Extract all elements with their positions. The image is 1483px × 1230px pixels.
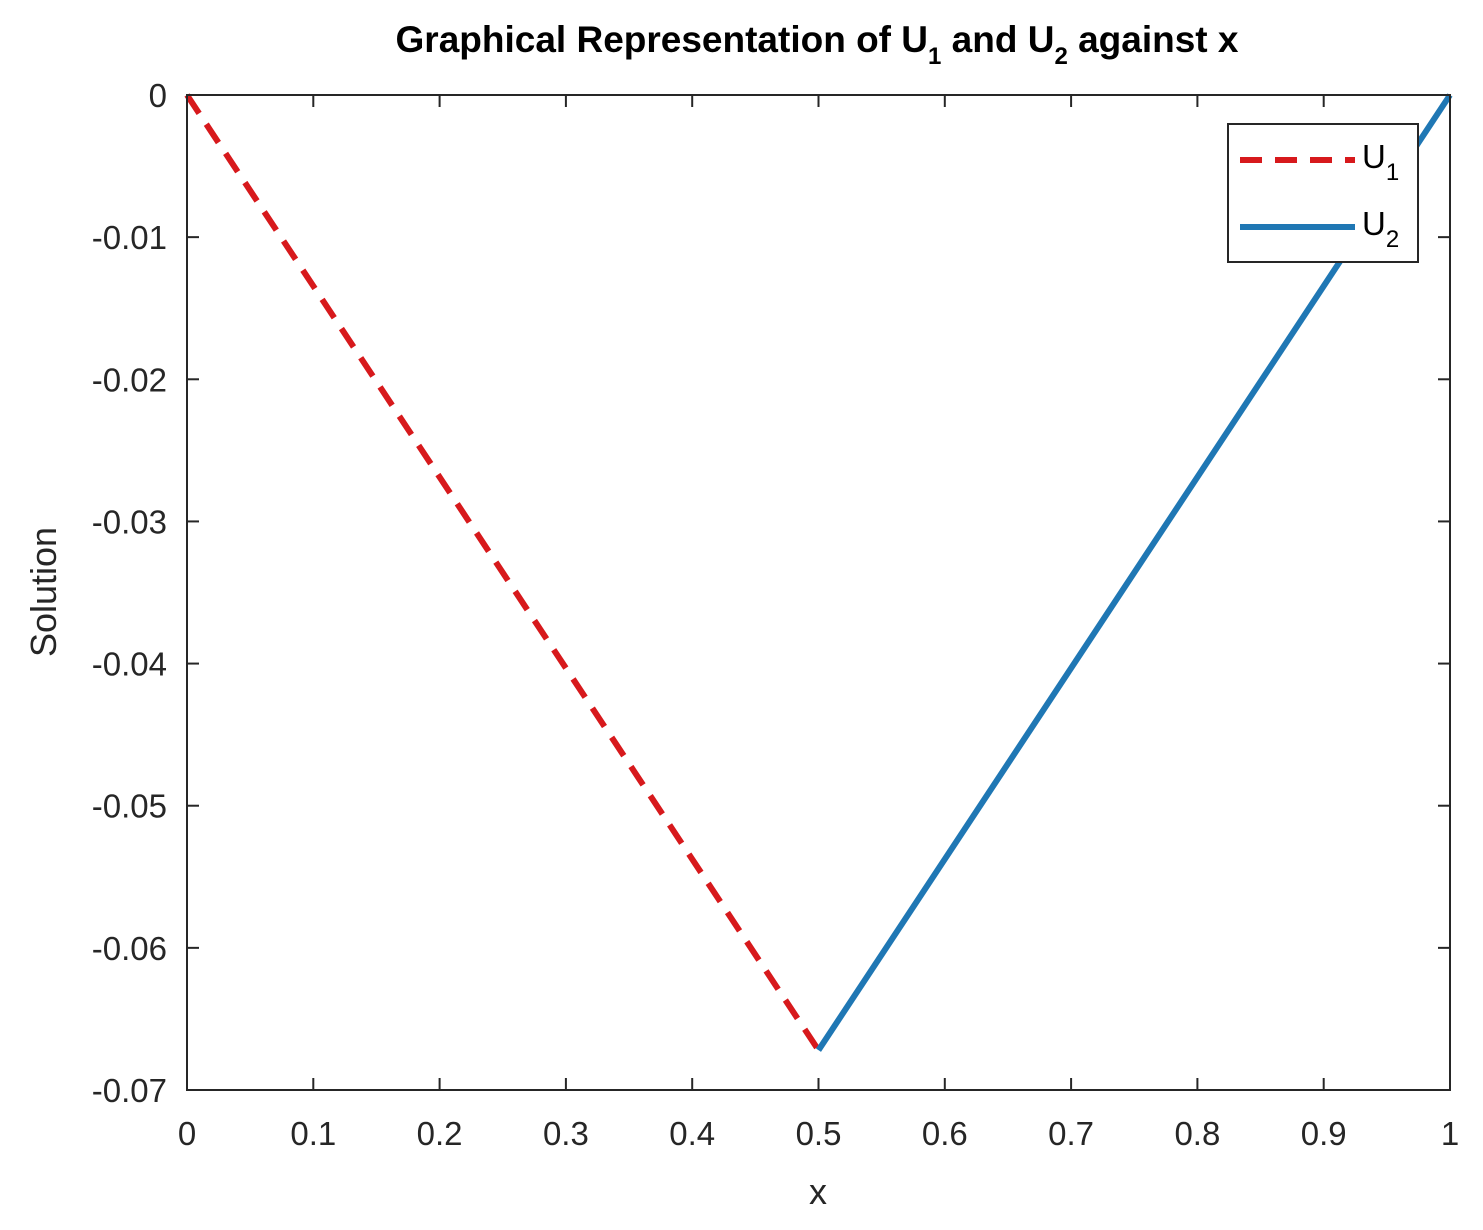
x-tick-label: 0.4 — [669, 1115, 715, 1152]
legend-label-u2: U2 — [1362, 205, 1399, 253]
x-tick-label: 0.1 — [290, 1115, 336, 1152]
legend-label-u1: U1 — [1362, 138, 1399, 186]
x-tick-label: 1 — [1441, 1115, 1459, 1152]
legend-box — [1227, 123, 1419, 263]
y-tick-label: -0.03 — [92, 503, 167, 540]
legend: U1 U2 — [1227, 123, 1419, 263]
x-tick-label: 0.9 — [1301, 1115, 1347, 1152]
axes-box — [186, 94, 1451, 1091]
x-tick-labels: 0 0.1 0.2 0.3 0.4 0.5 0.6 0.7 0.8 0.9 1 — [178, 1115, 1459, 1152]
x-tick-label: 0.6 — [922, 1115, 968, 1152]
title-suffix: against x — [1068, 19, 1239, 60]
y-tick-label: -0.04 — [92, 646, 167, 683]
x-tick-label: 0.7 — [1048, 1115, 1094, 1152]
x-tick-label: 0.2 — [417, 1115, 463, 1152]
chart-title: Graphical Representation of U1 and U2 ag… — [396, 19, 1239, 70]
x-tick-label: 0.3 — [543, 1115, 589, 1152]
legend-label-u1-name: U — [1362, 138, 1386, 175]
x-axis-label: x — [809, 1171, 827, 1212]
title-middle: and U — [941, 19, 1054, 60]
x-tick-label: 0 — [178, 1115, 196, 1152]
y-tick-label: 0 — [149, 77, 167, 114]
x-tick-label: 0.8 — [1174, 1115, 1220, 1152]
title-sub2: 2 — [1054, 43, 1067, 70]
y-axis-label: Solution — [23, 527, 64, 657]
series-line-u1 — [184, 93, 822, 1052]
y-tick-label: -0.07 — [92, 1072, 167, 1109]
title-prefix: Graphical Representation of U — [396, 19, 929, 60]
legend-label-u2-name: U — [1362, 205, 1386, 242]
legend-label-u1-sub: 1 — [1386, 159, 1399, 186]
title-sub1: 1 — [928, 43, 941, 70]
y-tick-label: -0.05 — [92, 788, 167, 825]
y-tick-label: -0.01 — [92, 219, 167, 256]
y-tick-label: -0.06 — [92, 930, 167, 967]
legend-label-u2-sub: 2 — [1386, 226, 1399, 253]
x-tick-label: 0.5 — [796, 1115, 842, 1152]
y-tick-labels: 0 -0.01 -0.02 -0.03 -0.04 -0.05 -0.06 -0.07 — [92, 77, 167, 1109]
y-tick-label: -0.02 — [92, 361, 167, 398]
